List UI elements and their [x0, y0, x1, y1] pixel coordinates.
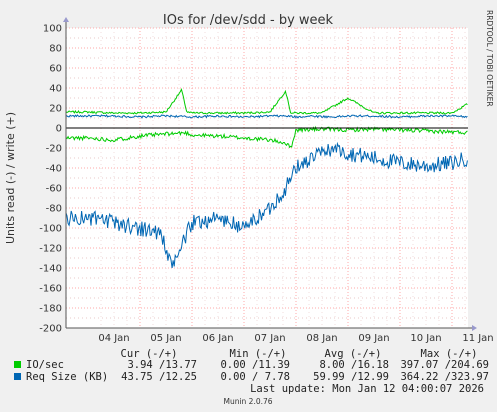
legend-name-io: IO/sec [26, 359, 64, 371]
x-axis-arrow [472, 325, 477, 331]
legend-avg-reqsize: 59.99 /12.99 [313, 371, 389, 383]
x-tick-label: 04 Jan [98, 333, 129, 344]
y-tick-label: -100 [39, 224, 62, 235]
y-tick-label: 40 [49, 84, 62, 95]
legend-avg-io: 8.00 /16.18 [319, 359, 389, 371]
tick-labels: 100 80 60 40 20 0 -20 -40 -60 -80 -100 -120 -140 -160… [39, 24, 493, 345]
y-tick-label: -180 [39, 304, 62, 315]
legend-header-avg: Avg (-/+) [325, 348, 382, 360]
legend-min-io: 0.00 /11.39 [220, 359, 290, 371]
y-tick-label: 100 [43, 24, 62, 35]
grid [66, 27, 468, 329]
series-line-req-size-kb--write [65, 114, 468, 119]
y-tick-label: -80 [46, 204, 62, 215]
last-update: Last update: Mon Jan 12 04:00:07 2026 [250, 383, 484, 395]
y-tick-label: 0 [56, 124, 62, 135]
x-tick-label: 09 Jan [358, 333, 389, 344]
y-tick-label: 60 [49, 64, 62, 75]
rrdtool-watermark: RRDTOOL / TOBI OETIKER [485, 10, 494, 107]
series-line-io-sec-write [65, 87, 468, 115]
series-layer [65, 87, 468, 268]
legend-header-max: Max (-/+) [421, 348, 478, 360]
legend-header-cur: Cur (-/+) [121, 348, 178, 360]
legend-swatch-reqsize [14, 373, 21, 380]
series-line-io-sec-read [65, 125, 468, 149]
y-tick-label: -160 [39, 284, 62, 295]
y-tick-label: -200 [39, 324, 62, 335]
y-tick-label: -40 [46, 164, 62, 175]
y-tick-label: 20 [49, 104, 62, 115]
y-tick-label: -60 [46, 184, 62, 195]
y-tick-label: 80 [49, 44, 62, 55]
series-line-req-size-kb--read [65, 141, 468, 268]
legend-cur-reqsize: 43.75 /12.25 [121, 371, 197, 383]
y-axis-arrow [63, 17, 69, 22]
axes [63, 17, 477, 331]
legend-swatch-io [14, 361, 21, 368]
legend-min-reqsize: 0.00 / 7.78 [220, 371, 290, 383]
legend-max-io: 397.07 /204.69 [400, 359, 489, 371]
x-tick-label: 08 Jan [306, 333, 337, 344]
x-tick-label: 06 Jan [202, 333, 233, 344]
y-axis-label: Units read (-) / write (+) [4, 112, 17, 244]
x-tick-label: 07 Jan [254, 333, 285, 344]
y-tick-label: -20 [46, 144, 62, 155]
legend-max-reqsize: 364.22 /323.97 [400, 371, 489, 383]
x-tick-label: 10 Jan [410, 333, 441, 344]
legend-name-reqsize: Req Size (KB) [26, 371, 108, 383]
munin-version: Munin 2.0.76 [223, 397, 272, 406]
y-tick-label: -120 [39, 244, 62, 255]
x-tick-label: 05 Jan [150, 333, 181, 344]
y-tick-label: -140 [39, 264, 62, 275]
chart-title: IOs for /dev/sdd - by week [163, 13, 334, 28]
x-tick-label: 11 Jan [462, 333, 493, 344]
legend-header-min: Min (-/+) [230, 348, 287, 360]
legend-cur-io: 3.94 /13.77 [127, 359, 197, 371]
